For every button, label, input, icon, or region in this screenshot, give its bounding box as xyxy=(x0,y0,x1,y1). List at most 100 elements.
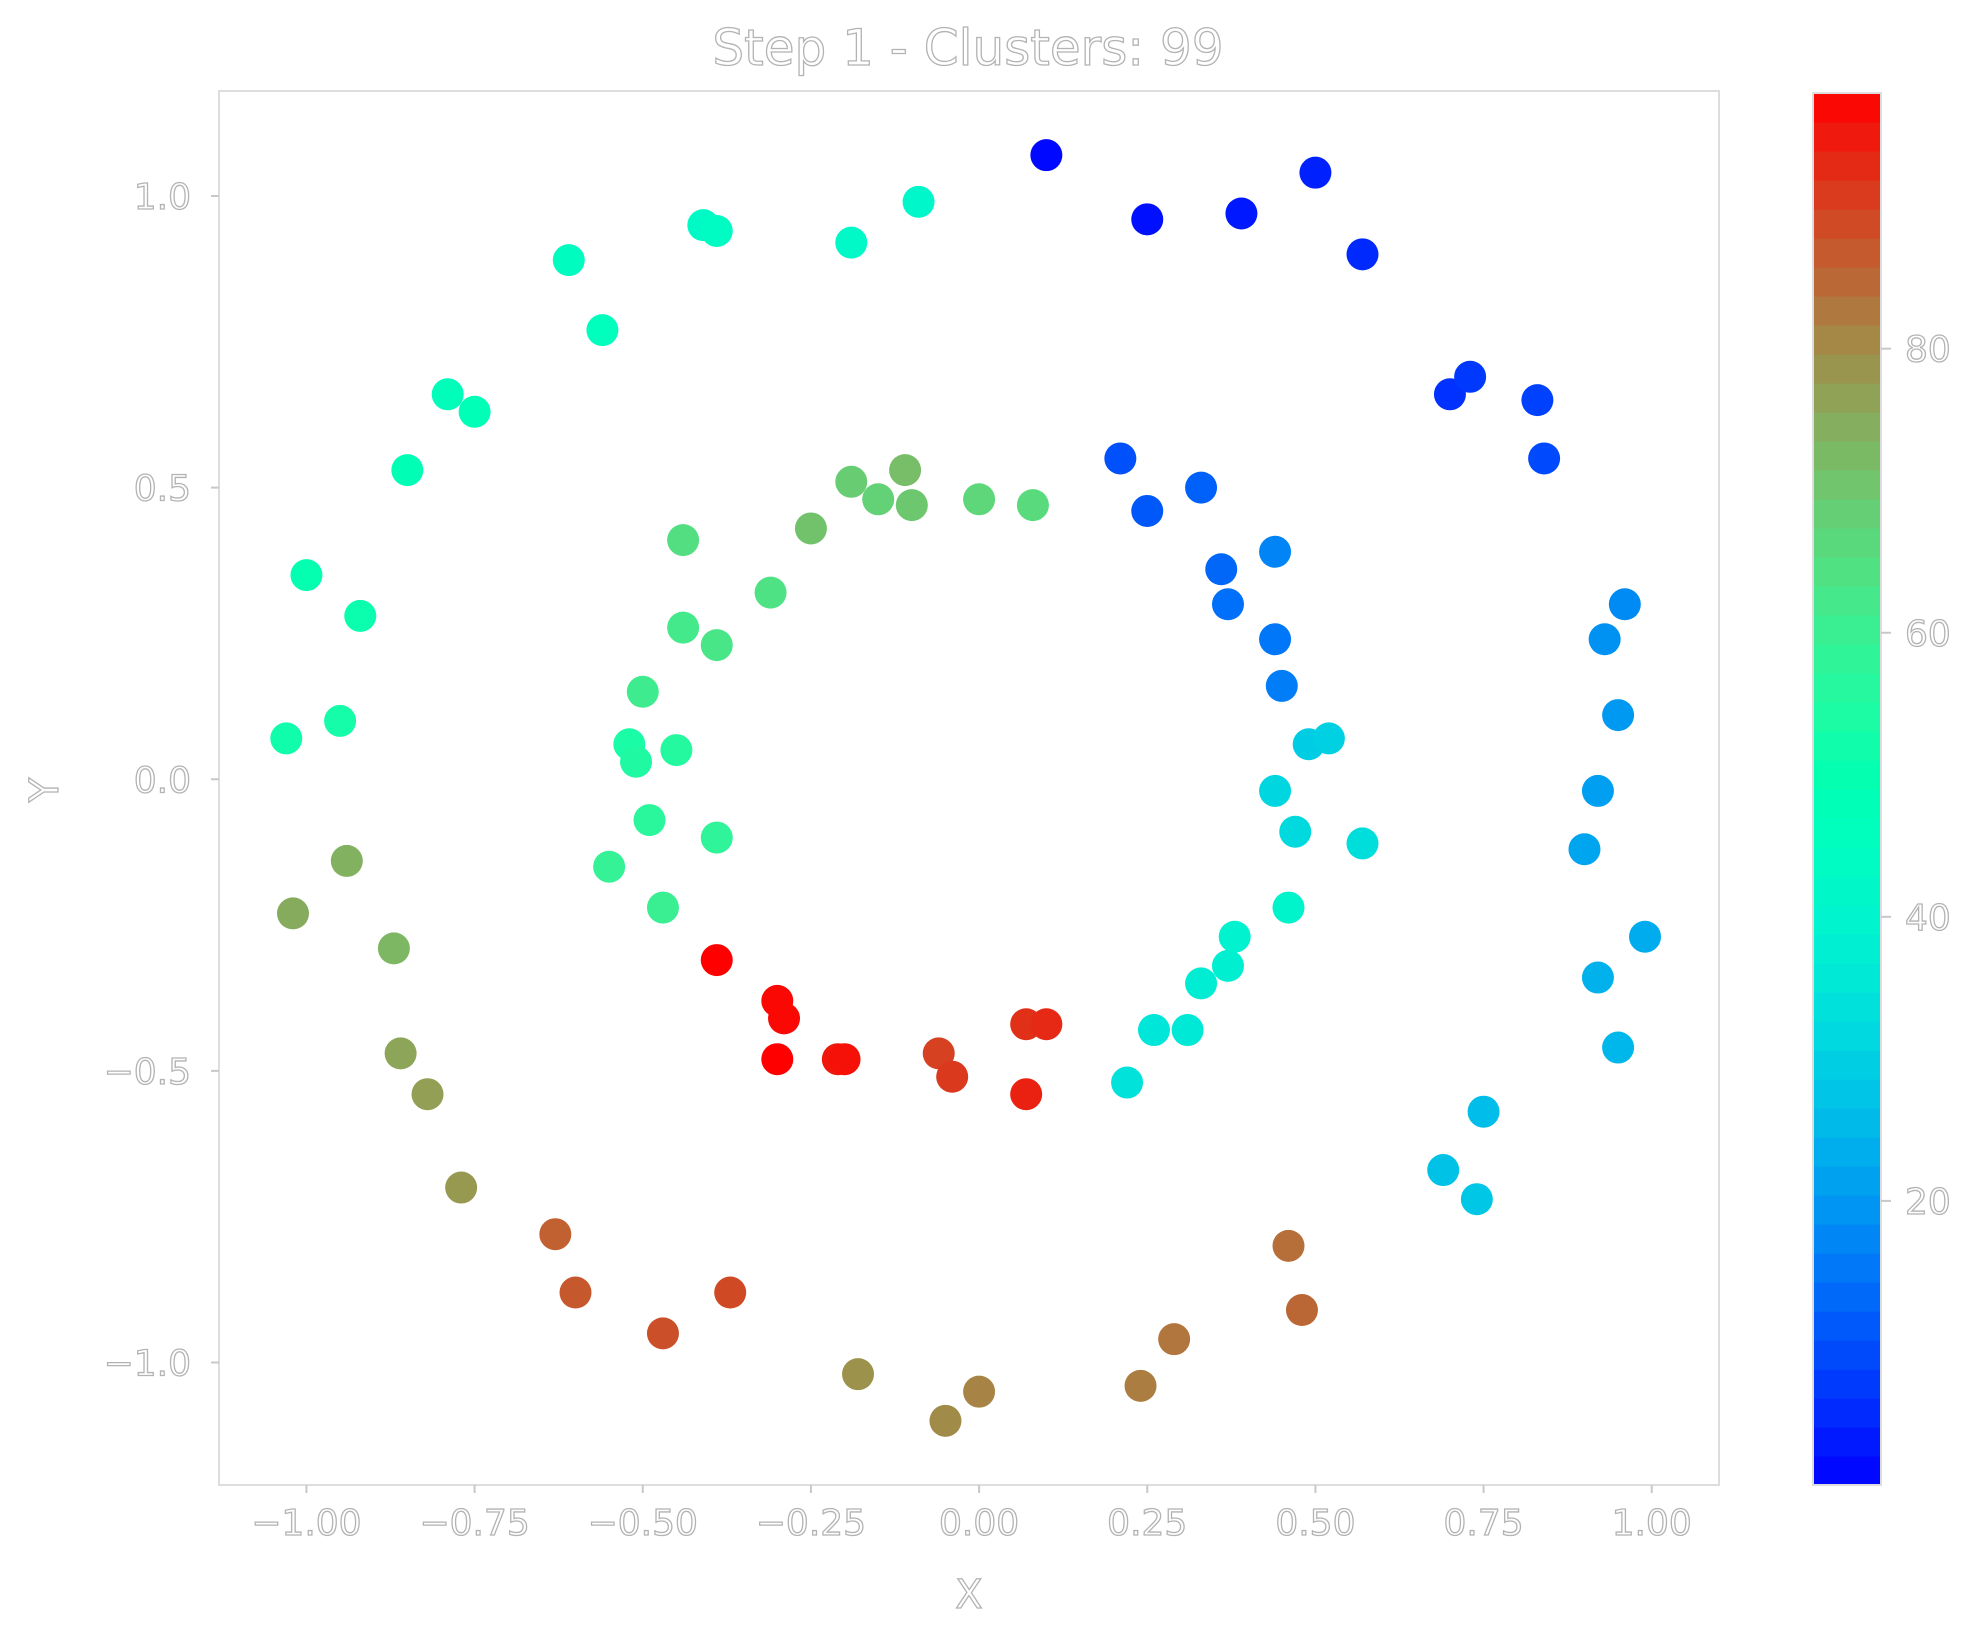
scatter-point xyxy=(902,185,935,218)
x-tick-label: −1.00 xyxy=(251,1503,361,1544)
colorbar-band xyxy=(1813,586,1881,616)
colorbar-band xyxy=(1813,818,1881,848)
scatter-point xyxy=(963,1375,996,1408)
colorbar-band xyxy=(1813,1340,1881,1370)
scatter-point xyxy=(1171,1014,1204,1047)
colorbar-band xyxy=(1813,1398,1881,1428)
colorbar-band xyxy=(1813,1456,1881,1486)
scatter-point xyxy=(1259,623,1292,656)
colorbar-band xyxy=(1813,760,1881,790)
scatter-point xyxy=(1185,967,1218,1000)
y-tick-label: 1.0 xyxy=(134,177,191,218)
scatter-point xyxy=(633,804,666,837)
y-axis-ticks: −1.0 −0.5 0.0 0.5 1.0 xyxy=(103,176,219,1385)
scatter-point xyxy=(929,1404,962,1437)
scatter-point xyxy=(922,1037,955,1070)
scatter-point xyxy=(1521,384,1554,417)
scatter-point xyxy=(1030,139,1063,172)
scatter-point xyxy=(1211,949,1244,982)
scatter-point xyxy=(1312,722,1345,755)
scatter-point xyxy=(1299,156,1332,189)
scatter-point xyxy=(1346,238,1379,271)
scatter-point xyxy=(1158,1323,1191,1356)
scatter-points xyxy=(270,139,1662,1437)
y-tick-label: −0.5 xyxy=(104,1052,191,1093)
scatter-point xyxy=(445,1171,478,1204)
scatter-point xyxy=(1259,535,1292,568)
scatter-point xyxy=(1467,1095,1500,1128)
scatter-point xyxy=(626,675,659,708)
colorbar-band xyxy=(1813,702,1881,732)
scatter-point xyxy=(1454,360,1487,393)
scatter-point xyxy=(1588,623,1621,656)
colorbar-band xyxy=(1813,615,1881,645)
x-tick-label: −0.50 xyxy=(588,1503,698,1544)
x-tick-label: 0.25 xyxy=(1107,1503,1187,1544)
scatter-point xyxy=(1581,774,1614,807)
scatter-point xyxy=(835,465,868,498)
scatter-point xyxy=(667,524,700,557)
colorbar-band xyxy=(1813,1166,1881,1196)
scatter-point xyxy=(1218,920,1251,953)
x-tick-label: 0.75 xyxy=(1443,1503,1523,1544)
scatter-point xyxy=(768,1002,801,1035)
scatter-point xyxy=(1010,1078,1043,1111)
scatter-point xyxy=(539,1218,572,1251)
colorbar-band xyxy=(1813,644,1881,674)
scatter-point xyxy=(828,1043,861,1076)
scatter-point xyxy=(794,512,827,545)
scatter-point xyxy=(1272,1229,1305,1262)
colorbar-band xyxy=(1813,1137,1881,1167)
scatter-point xyxy=(1111,1066,1144,1099)
scatter-point xyxy=(1225,197,1258,230)
scatter-point xyxy=(1131,494,1164,527)
y-tick-label: −1.0 xyxy=(104,1344,191,1385)
colorbar-band xyxy=(1813,905,1881,935)
scatter-point xyxy=(1427,1154,1460,1187)
scatter-point xyxy=(646,891,679,924)
x-tick-label: 0.00 xyxy=(939,1503,1019,1544)
scatter-point xyxy=(761,1043,794,1076)
scatter-point xyxy=(290,559,323,592)
scatter-point xyxy=(1346,827,1379,860)
x-tick-label: −0.25 xyxy=(756,1503,866,1544)
colorbar-tick-label: 20 xyxy=(1905,1182,1951,1223)
scatter-point xyxy=(667,611,700,644)
scatter-point xyxy=(1030,1008,1063,1041)
colorbar-band xyxy=(1813,1195,1881,1225)
scatter-point xyxy=(700,214,733,247)
colorbar-frame xyxy=(1812,92,1882,1486)
colorbar-band xyxy=(1813,122,1881,152)
scatter-point xyxy=(1016,489,1049,522)
scatter-point xyxy=(1124,1369,1157,1402)
colorbar-band xyxy=(1813,1224,1881,1254)
colorbar-tick-label: 80 xyxy=(1905,330,1951,371)
colorbar-band xyxy=(1813,963,1881,993)
scatter-point xyxy=(1272,891,1305,924)
colorbar-band xyxy=(1813,354,1881,384)
scatter-point xyxy=(936,1060,969,1093)
colorbar-tick-label: 60 xyxy=(1905,614,1951,655)
scatter-point xyxy=(552,244,585,277)
scatter-point xyxy=(1211,588,1244,621)
scatter-point xyxy=(1205,553,1238,586)
scatter-point xyxy=(586,314,619,347)
colorbar-band xyxy=(1813,470,1881,500)
colorbar-band xyxy=(1813,847,1881,877)
colorbar-band xyxy=(1813,789,1881,819)
scatter-point xyxy=(1104,442,1137,475)
scatter-point xyxy=(835,226,868,259)
colorbar-band xyxy=(1813,673,1881,703)
colorbar: 20 40 60 80 xyxy=(1812,92,1951,1486)
scatter-point xyxy=(411,1078,444,1111)
x-tick-label: 1.00 xyxy=(1612,1503,1692,1544)
colorbar-band xyxy=(1813,1108,1881,1138)
scatter-point xyxy=(1265,669,1298,702)
colorbar-band xyxy=(1813,412,1881,442)
scatter-point xyxy=(458,395,491,428)
scatter-point xyxy=(431,378,464,411)
scatter-point xyxy=(384,1037,417,1070)
colorbar-gradient xyxy=(1813,93,1881,1486)
colorbar-band xyxy=(1813,296,1881,326)
